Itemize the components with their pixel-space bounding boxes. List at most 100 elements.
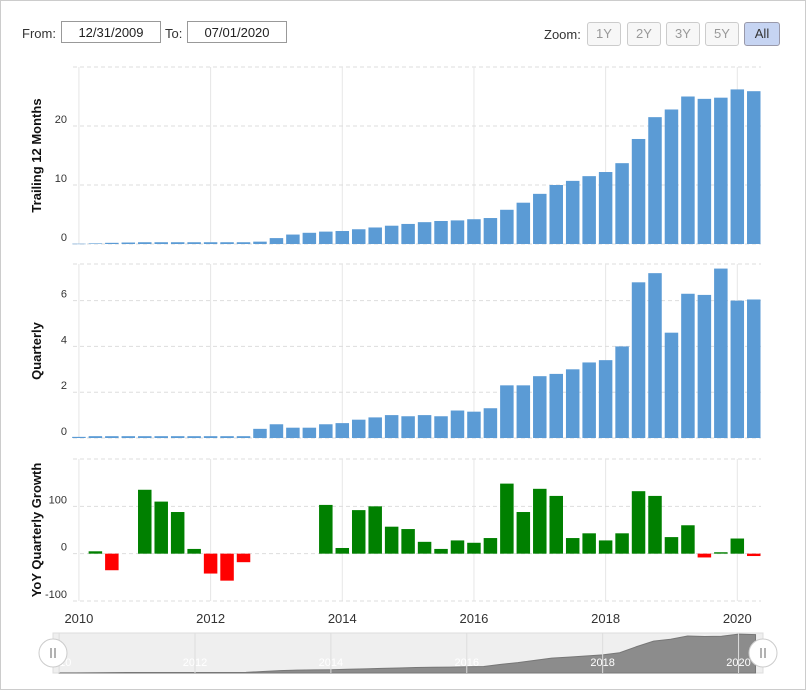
bar (500, 385, 514, 438)
y-tick-label: 100 (49, 494, 67, 506)
bar (549, 495, 563, 554)
bar (286, 427, 300, 438)
bar (368, 227, 382, 244)
bar (154, 436, 168, 438)
zoom-button[interactable]: All (744, 22, 780, 46)
bar (648, 273, 662, 438)
x-tick-label: 2020 (723, 611, 752, 626)
bar (664, 332, 679, 438)
bar (384, 225, 399, 244)
bar (187, 436, 201, 438)
bar (302, 232, 317, 244)
to-input[interactable]: 07/01/2020 (187, 21, 287, 43)
bar (681, 293, 695, 438)
x-tick-label: 2018 (591, 611, 620, 626)
bar (154, 501, 168, 554)
bar (697, 98, 712, 244)
bar (138, 436, 152, 438)
bar (664, 109, 679, 244)
bar (154, 242, 168, 244)
y-tick-label: 0 (61, 426, 67, 438)
bar (434, 548, 448, 554)
x-tick-label: 2010 (64, 611, 93, 626)
bar (747, 299, 761, 438)
bar (88, 551, 103, 554)
y-axis-title: Quarterly (29, 321, 44, 380)
bar (220, 436, 234, 438)
bar (203, 553, 218, 574)
bar (335, 231, 350, 244)
bar (335, 423, 350, 438)
y-tick-label: 4 (61, 334, 67, 346)
bar (450, 410, 465, 438)
bar (105, 553, 119, 571)
bar (335, 547, 350, 554)
x-tick-label: 2012 (196, 611, 225, 626)
bar (401, 529, 415, 554)
handle-circle (748, 638, 778, 668)
bar (368, 417, 382, 438)
bar (138, 489, 152, 554)
bar (500, 209, 514, 244)
navigator-label: 2014 (319, 657, 343, 669)
zoom-button[interactable]: 3Y (666, 22, 700, 46)
bar (730, 538, 745, 554)
bar (450, 220, 465, 244)
bar (319, 424, 333, 438)
navigator-handle[interactable] (38, 638, 68, 668)
bar (697, 294, 712, 438)
bar (220, 242, 234, 244)
bar (467, 219, 481, 244)
bar (138, 242, 152, 244)
bar (121, 436, 136, 438)
bar (368, 506, 382, 554)
bar (170, 436, 185, 438)
bar (467, 542, 481, 554)
bar (631, 491, 646, 554)
bar (253, 428, 267, 438)
bar (533, 376, 547, 438)
zoom-button[interactable]: 5Y (705, 22, 739, 46)
bar (681, 525, 695, 554)
to-label: To: (165, 26, 183, 41)
bar (648, 495, 662, 554)
bar (417, 415, 432, 438)
bar (533, 193, 547, 244)
bar (203, 436, 218, 438)
bar (319, 231, 333, 244)
bar (269, 238, 284, 244)
y-tick-label: 0 (61, 232, 67, 244)
bar (236, 242, 251, 244)
y-axis-title: Trailing 12 Months (29, 98, 44, 212)
bar (187, 242, 201, 244)
bar (236, 553, 251, 563)
bar (467, 411, 481, 438)
zoom-button[interactable]: 1Y (587, 22, 621, 46)
bar (565, 538, 580, 554)
bar (170, 512, 185, 554)
handle-circle (38, 638, 68, 668)
navigator-label: 2020 (726, 657, 750, 669)
bar (533, 488, 547, 554)
bar (384, 526, 399, 554)
from-input[interactable]: 12/31/2009 (61, 21, 161, 43)
bar (714, 268, 728, 438)
navigator-label: 2018 (590, 657, 614, 669)
bar (351, 229, 366, 244)
bar (747, 91, 761, 244)
bar (121, 242, 136, 244)
zoom-button[interactable]: 2Y (627, 22, 661, 46)
x-tick-label: 2014 (328, 611, 357, 626)
bar (598, 540, 613, 554)
bar (253, 241, 267, 244)
bar (631, 138, 646, 244)
navigator-label: 2012 (183, 657, 207, 669)
bar (187, 548, 201, 554)
bar (615, 533, 629, 554)
bar (697, 553, 712, 558)
bar (516, 385, 531, 438)
navigator-handle[interactable] (748, 638, 778, 668)
bar (730, 300, 745, 438)
bar (549, 185, 563, 244)
